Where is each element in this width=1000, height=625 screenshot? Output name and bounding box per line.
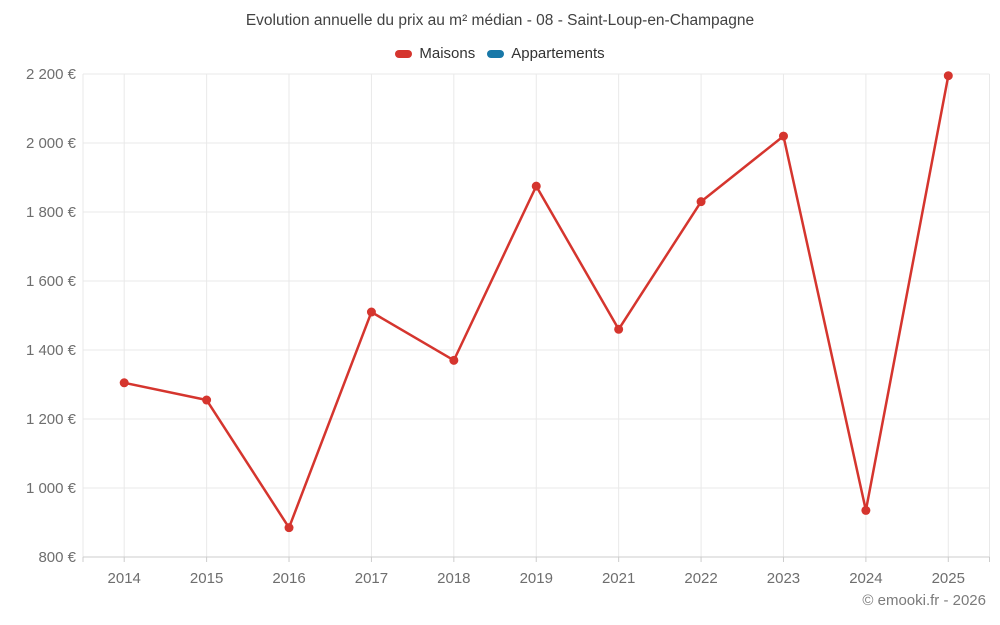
- data-point-maisons-2017[interactable]: [366, 307, 376, 317]
- chart-legend: Maisons Appartements: [0, 45, 1000, 62]
- x-tick-label: 2025: [932, 570, 965, 587]
- y-tick-label: 1 000 €: [26, 480, 77, 497]
- legend-label: Maisons: [419, 45, 476, 62]
- y-tick-label: 2 200 €: [26, 66, 77, 83]
- x-tick-label: 2021: [602, 570, 635, 587]
- x-tick-label: 2022: [684, 570, 717, 587]
- data-point-maisons-2015[interactable]: [202, 395, 212, 405]
- data-point-maisons-2014[interactable]: [119, 378, 129, 388]
- data-point-maisons-2018[interactable]: [449, 355, 459, 365]
- y-tick-label: 1 400 €: [26, 342, 77, 359]
- data-point-maisons-2019[interactable]: [531, 181, 541, 191]
- legend-swatch-icon: [395, 49, 413, 58]
- data-point-maisons-2025[interactable]: [943, 71, 953, 81]
- legend-label: Appartements: [511, 45, 605, 62]
- data-point-maisons-2024[interactable]: [861, 505, 871, 515]
- legend-swatch-icon: [487, 49, 505, 58]
- chart-title: Evolution annuelle du prix au m² médian …: [245, 12, 755, 29]
- y-tick-label: 1 600 €: [26, 273, 77, 290]
- data-point-maisons-2021[interactable]: [614, 324, 624, 334]
- x-tick-label: 2018: [437, 570, 470, 587]
- y-tick-label: 1 800 €: [26, 204, 77, 221]
- y-tick-label: 2 000 €: [26, 135, 77, 152]
- data-point-maisons-2023[interactable]: [778, 131, 788, 141]
- data-point-maisons-2016[interactable]: [284, 523, 294, 533]
- y-tick-label: 800 €: [38, 549, 76, 566]
- x-tick-label: 2014: [108, 570, 141, 587]
- x-tick-label: 2019: [520, 570, 553, 587]
- x-tick-label: 2016: [272, 570, 305, 587]
- data-point-maisons-2022[interactable]: [696, 197, 706, 207]
- copyright-footer: © emooki.fr - 2026: [862, 592, 986, 609]
- x-tick-label: 2017: [355, 570, 388, 587]
- x-tick-label: 2023: [767, 570, 800, 587]
- y-tick-label: 1 200 €: [26, 411, 77, 428]
- legend-item-maisons[interactable]: Maisons: [395, 45, 475, 62]
- x-tick-label: 2015: [190, 570, 223, 587]
- legend-item-appartements[interactable]: Appartements: [487, 45, 605, 62]
- x-tick-label: 2024: [849, 570, 882, 587]
